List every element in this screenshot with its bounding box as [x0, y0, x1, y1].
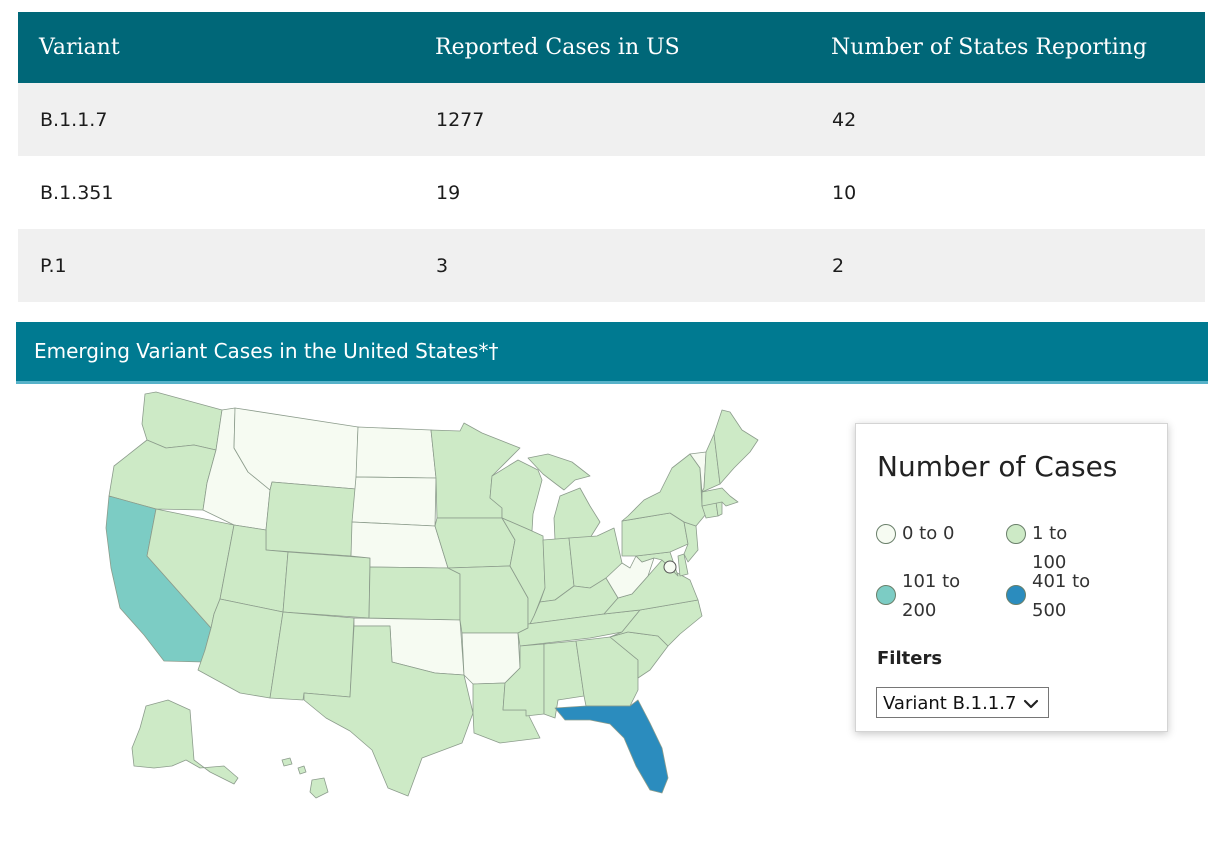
legend-swatch	[876, 524, 896, 544]
variant-cell: P.1	[18, 229, 414, 302]
column-header-variant: Variant	[18, 12, 414, 83]
us-choropleth-map	[50, 388, 770, 808]
state-maine[interactable]	[713, 409, 759, 485]
state-iowa[interactable]	[434, 517, 516, 569]
map-section-title: Emerging Variant Cases in the United Sta…	[34, 339, 499, 363]
states-cell: 10	[810, 156, 1205, 229]
legend-swatch	[1006, 524, 1026, 544]
state-michigan[interactable]	[527, 453, 601, 541]
map-section-header: Emerging Variant Cases in the United Sta…	[16, 322, 1208, 384]
state-washington[interactable]	[141, 391, 223, 451]
cases-cell: 1277	[414, 83, 810, 156]
legend-item-101-to-200: 101 to 200	[876, 567, 966, 625]
states-cell: 2	[810, 229, 1205, 302]
cases-cell: 19	[414, 156, 810, 229]
legend-item-1-to-100: 1 to 100	[1006, 519, 1096, 577]
legend-title: Number of Cases	[877, 450, 1118, 483]
state-kansas[interactable]	[368, 566, 461, 621]
state-massachusetts[interactable]	[701, 487, 739, 507]
state-north-dakota[interactable]	[355, 426, 437, 479]
state-wyoming[interactable]	[265, 481, 357, 557]
state-delaware[interactable]	[677, 553, 689, 577]
table-row: P.1 3 2	[18, 229, 1205, 302]
column-header-reported-cases: Reported Cases in US	[414, 12, 810, 83]
table-row: B.1.1.7 1277 42	[18, 83, 1205, 156]
state-hawaii[interactable]	[281, 757, 329, 799]
state-oregon[interactable]	[108, 439, 217, 511]
filters-title: Filters	[877, 648, 943, 669]
states-cell: 42	[810, 83, 1205, 156]
state-south-dakota[interactable]	[351, 476, 437, 527]
legend-label: 401 to 500	[1032, 571, 1091, 621]
table-header-row: Variant Reported Cases in US Number of S…	[18, 12, 1205, 83]
variant-cell: B.1.1.7	[18, 83, 414, 156]
state-florida[interactable]	[554, 699, 669, 794]
state-wisconsin[interactable]	[489, 459, 543, 532]
legend-item-401-to-500: 401 to 500	[1006, 567, 1096, 625]
us-map-svg	[105, 391, 759, 799]
variant-cell: B.1.351	[18, 156, 414, 229]
cases-cell: 3	[414, 229, 810, 302]
state-district-of-columbia[interactable]	[663, 560, 677, 574]
variant-filter-select[interactable]: Variant B.1.1.7	[876, 687, 1049, 718]
legend-swatch	[1006, 585, 1026, 605]
variant-filter-selected-value: Variant B.1.1.7	[883, 693, 1017, 714]
legend-label: 1 to 100	[1032, 523, 1068, 573]
legend-swatch	[876, 585, 896, 605]
variant-table: Variant Reported Cases in US Number of S…	[18, 12, 1205, 302]
legend-item-0-to-0: 0 to 0	[876, 519, 966, 548]
legend-label: 0 to 0	[902, 523, 955, 544]
state-new-mexico[interactable]	[269, 611, 355, 701]
state-colorado[interactable]	[282, 551, 371, 619]
legend-panel: Number of Cases 0 to 0 1 to 100 101 to 2…	[855, 423, 1168, 732]
legend-label: 101 to 200	[902, 571, 961, 621]
chevron-down-icon	[1023, 699, 1039, 708]
column-header-states-reporting: Number of States Reporting	[810, 12, 1205, 83]
state-texas[interactable]	[303, 625, 474, 797]
state-alaska[interactable]	[131, 699, 239, 785]
table-row: B.1.351 19 10	[18, 156, 1205, 229]
